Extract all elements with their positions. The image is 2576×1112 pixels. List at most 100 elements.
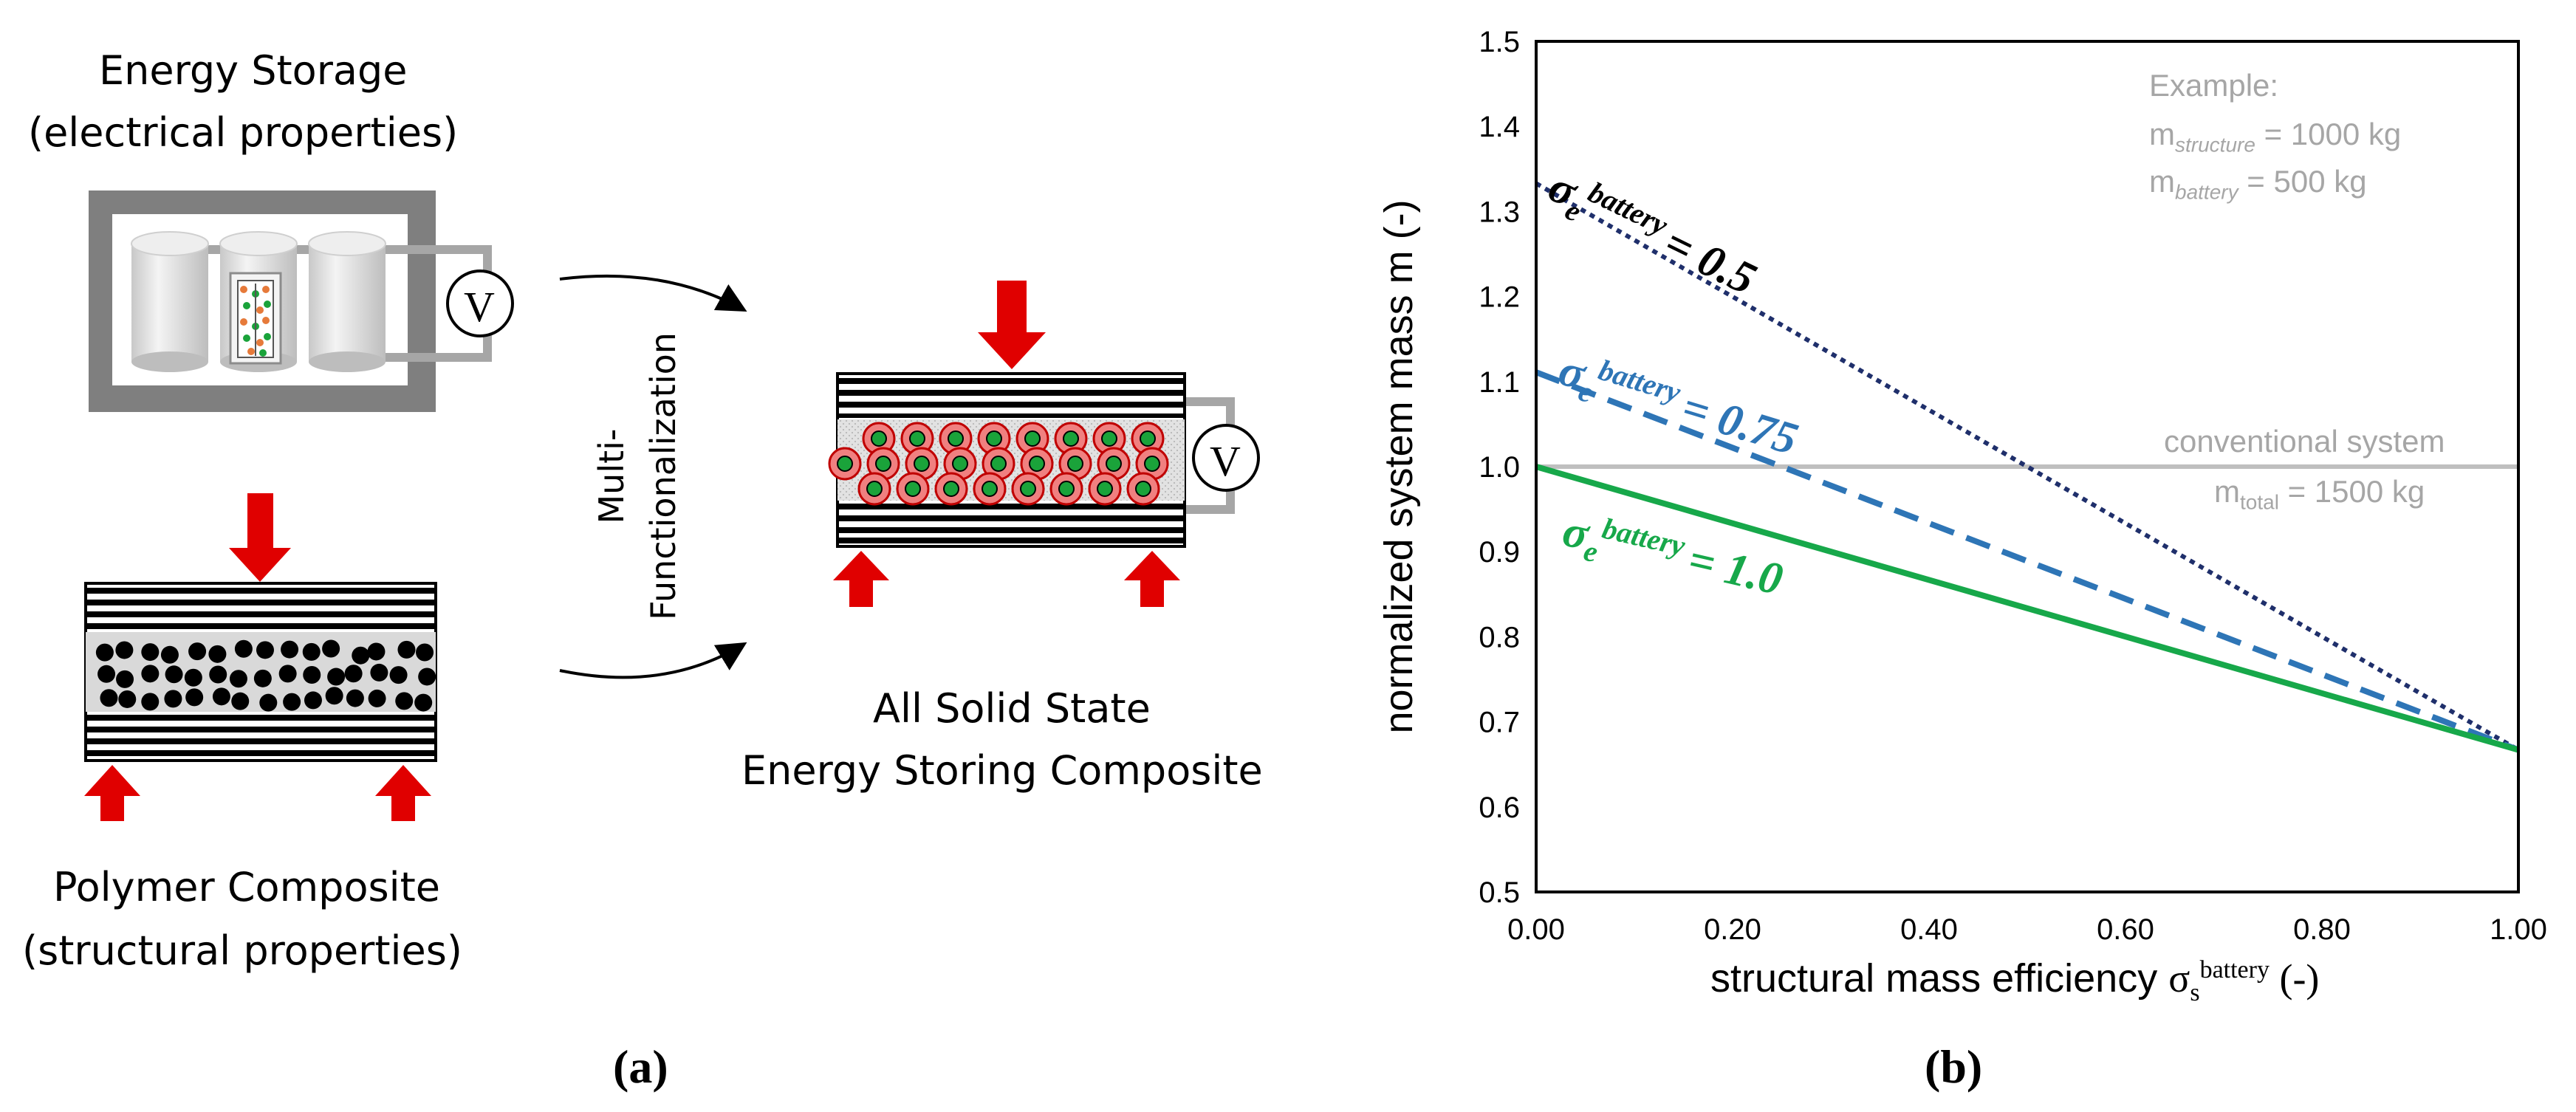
fiber [231, 692, 250, 710]
x-tick-label: 0.20 [1704, 913, 1761, 946]
particle-core [982, 481, 998, 497]
fiber [368, 689, 386, 707]
fiber [352, 646, 370, 665]
particle-core [1140, 430, 1156, 447]
curve-label-2-sup: battery [1594, 352, 1685, 410]
x-tick-label: 0.00 [1507, 913, 1565, 946]
voltmeter-label-1: V [464, 283, 495, 331]
load-arrow-bottom-right [375, 765, 431, 821]
conventional-sub: total [2240, 490, 2279, 514]
example-m-1: m [2149, 117, 2175, 151]
x-tick-label: 0.40 [1900, 913, 1958, 946]
fiber [322, 639, 340, 658]
x-axis-label-sub: s [2190, 978, 2200, 1006]
result-subtitle: Energy Storing Composite [741, 747, 1263, 794]
example-sub-2: battery [2175, 180, 2238, 204]
y-tick-label: 1.2 [1479, 281, 1520, 314]
curve-label-3-sup: battery [1599, 511, 1689, 563]
fiber [164, 690, 182, 708]
fiber [141, 693, 160, 711]
voltmeter-2 [1192, 424, 1260, 492]
fiber [370, 663, 388, 682]
particle-core [914, 456, 930, 472]
fiber [115, 641, 134, 659]
fiber [234, 639, 253, 658]
fiber [344, 665, 363, 683]
x-tick-label: 0.60 [2097, 913, 2154, 946]
fiber [116, 670, 134, 688]
fiber [389, 666, 408, 684]
panel-a-label: (a) [613, 1040, 668, 1093]
x-axis-label-symbol: σ [2168, 956, 2190, 1001]
particle-core [1097, 481, 1113, 497]
particle-core [1144, 456, 1160, 472]
process-arrow-bottom [559, 642, 747, 679]
y-tick-label: 0.5 [1479, 876, 1520, 909]
particle-core [871, 430, 887, 447]
particle-core [875, 456, 891, 472]
curve-label-1-sup: battery [1583, 175, 1674, 242]
particle-core [990, 456, 1007, 472]
plot-frame [1535, 40, 2520, 893]
composite-fibers [95, 639, 436, 712]
energy-storing-composite [828, 372, 1235, 548]
fiber [395, 692, 414, 710]
fiber [97, 665, 116, 683]
fiber [118, 690, 137, 708]
polymer-composite-title: Polymer Composite [53, 864, 441, 910]
cell-internal-particles [240, 284, 271, 357]
process-label-1: Multi- [592, 428, 631, 524]
example-heading: Example: [2149, 68, 2279, 103]
particle-core [943, 481, 959, 497]
fiber [100, 689, 118, 707]
particle-core [905, 481, 921, 497]
y-tick-label: 0.6 [1479, 792, 1520, 824]
x-tick-label: 1.00 [2490, 913, 2547, 946]
particle-core [1135, 481, 1151, 497]
fiber [325, 687, 343, 705]
conventional-m: m [2214, 474, 2240, 509]
particle-core [1058, 481, 1075, 497]
fiber [397, 640, 416, 659]
fiber [253, 669, 272, 687]
x-axis-label-suffix: (-) [2269, 956, 2320, 1001]
curve-label-1-value: = 0.5 [1656, 217, 1764, 305]
fiber [418, 667, 436, 686]
fiber [327, 667, 346, 686]
load-arrow-top [229, 493, 291, 582]
process-label-2: Functionalization [643, 332, 683, 620]
storage-particles [828, 422, 1169, 506]
example-sub-1: structure [2175, 133, 2255, 157]
fiber [165, 665, 183, 684]
load-arrow-bottom-left-2 [833, 551, 889, 607]
y-axis-label: normalized system mass m (-) [1377, 199, 1421, 734]
fiber [141, 665, 160, 683]
curve-label-sigma-1-0: σebattery= 1.0 [1557, 502, 1789, 611]
particle-core [1101, 430, 1117, 447]
x-axis-label-text: structural mass efficiency [1710, 956, 2169, 1001]
particle-core [952, 456, 968, 472]
fiber [278, 665, 297, 683]
battery-cell-1 [131, 231, 209, 372]
y-tick-label: 1.3 [1479, 196, 1520, 228]
panel-b-label: (b) [1925, 1040, 1983, 1093]
polymer-composite [84, 582, 437, 762]
fiber [185, 688, 204, 707]
fiber [209, 665, 227, 684]
load-arrow-bottom-left [84, 765, 140, 821]
load-arrow-bottom-right-2 [1124, 551, 1180, 607]
load-arrow-top-2 [978, 281, 1046, 369]
example-value-1: = 1000 kg [2255, 117, 2402, 151]
particle-core [948, 430, 964, 447]
fiber [302, 642, 321, 661]
fiber [212, 687, 230, 706]
fiber [208, 645, 227, 663]
process-arrow-top [559, 274, 747, 312]
particle-core [986, 430, 1002, 447]
particle-core [1024, 430, 1041, 447]
fiber [95, 643, 114, 662]
curve-label-2-value: = 0.75 [1676, 382, 1803, 465]
particle-core [1020, 481, 1036, 497]
composite-top-layers [86, 588, 436, 629]
fiber [188, 642, 207, 661]
